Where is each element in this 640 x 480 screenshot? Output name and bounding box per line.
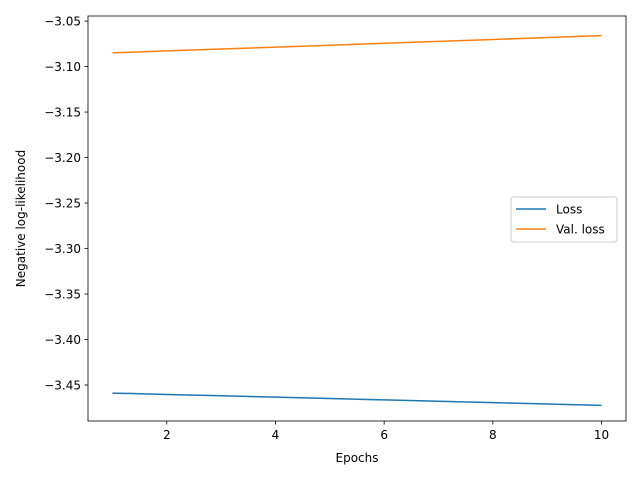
x-axis-label: Epochs (336, 451, 379, 465)
legend-label-val-loss: Val. loss (556, 223, 605, 237)
plot-frame (87, 15, 627, 422)
y-tick-label: −3.05 (44, 14, 81, 28)
legend-label-loss: Loss (556, 203, 582, 217)
x-tick-label: 8 (489, 428, 497, 442)
series-line-val-loss (112, 34, 602, 54)
y-tick-label: −3.20 (44, 151, 81, 165)
series-layer (112, 34, 602, 407)
y-axis-ticks: −3.45 −3.40 −3.35 −3.30 −3.25 −3.20 −3.15 −3.10… (44, 14, 88, 392)
x-axis-ticks: 2 4 6 8 10 (163, 421, 609, 442)
y-tick-label: −3.30 (44, 242, 81, 256)
y-tick-label: −3.35 (44, 287, 81, 301)
y-tick-label: −3.10 (44, 60, 81, 74)
y-tick-label: −3.15 (44, 105, 81, 119)
y-tick-label: −3.45 (44, 378, 81, 392)
x-tick-label: 2 (163, 428, 171, 442)
y-tick-label: −3.25 (44, 196, 81, 210)
x-tick-label: 6 (380, 428, 388, 442)
y-axis-label: Negative log-likelihood (14, 150, 28, 287)
legend: Loss Val. loss (510, 196, 618, 243)
x-tick-label: 4 (272, 428, 280, 442)
y-tick-label: −3.40 (44, 333, 81, 347)
x-tick-label: 10 (594, 428, 609, 442)
series-line-loss (112, 392, 602, 407)
